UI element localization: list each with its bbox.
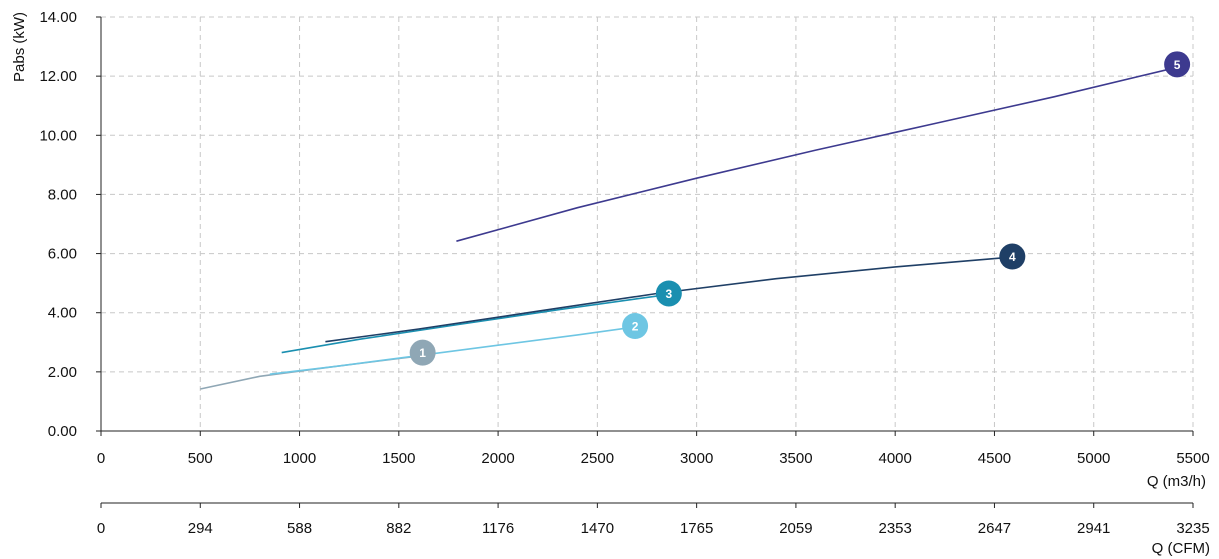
x-tick-label: 2000 xyxy=(481,450,514,467)
x2-tick-label: 882 xyxy=(386,520,411,537)
x2-tick-label: 2647 xyxy=(978,520,1011,537)
y-tick-label: 14.00 xyxy=(39,9,77,26)
x2-tick-label: 0 xyxy=(97,520,105,537)
x-tick-label: 1500 xyxy=(382,450,415,467)
x2-tick-label: 1470 xyxy=(581,520,614,537)
x-tick-label: 1000 xyxy=(283,450,316,467)
y-tick-labels: 0.00 2.00 4.00 6.00 8.00 10.00 12.00 14.00 xyxy=(39,9,77,440)
y-axis-title: Pabs (kW) xyxy=(11,12,28,82)
series-marker-1 xyxy=(409,339,436,366)
x-axis-title: Q (m3/h) xyxy=(1147,473,1206,490)
y-tick-label: 4.00 xyxy=(48,305,77,322)
x-tick-label: 500 xyxy=(188,450,213,467)
y-tick-label: 10.00 xyxy=(39,127,77,144)
x-tick-label: 3000 xyxy=(680,450,713,467)
x2-tick-label: 294 xyxy=(188,520,213,537)
x-tick-label: 2500 xyxy=(581,450,614,467)
x2-tick-labels: 0 294 588 882 1176 1470 1765 2059 2353 2647 2941 32… xyxy=(97,520,1210,537)
series-marker-label-4: 4 xyxy=(1009,250,1016,264)
y-tick-label: 0.00 xyxy=(48,423,77,440)
series-marker-3 xyxy=(655,280,682,307)
x-tick-label: 5000 xyxy=(1077,450,1110,467)
y-tick-label: 6.00 xyxy=(48,246,77,263)
x-tick-label: 3500 xyxy=(779,450,812,467)
x-tick-label: 5500 xyxy=(1176,450,1209,467)
series-marker-2 xyxy=(622,313,649,340)
x-tick-labels: 0 500 1000 1500 2000 2500 3000 3500 4000 4500 5000… xyxy=(97,450,1210,467)
x2-tick-label: 1176 xyxy=(482,520,514,537)
x2-tick-label: 1765 xyxy=(680,520,713,537)
series-marker-4 xyxy=(999,243,1026,270)
x2-tick-label: 3235 xyxy=(1176,520,1209,537)
x2-tick-label: 588 xyxy=(287,520,312,537)
y-tick-label: 12.00 xyxy=(39,68,77,85)
series-marker-label-3: 3 xyxy=(665,287,672,301)
series-marker-label-1: 1 xyxy=(419,346,426,360)
x2-tick-label: 2353 xyxy=(878,520,911,537)
markers-layer: 1 2 3 4 5 xyxy=(409,51,1191,366)
x2-tick-label: 2059 xyxy=(779,520,812,537)
series-layer xyxy=(200,66,1178,390)
series-marker-label-2: 2 xyxy=(632,320,639,334)
grid xyxy=(101,16,1194,431)
series-line-5 xyxy=(456,66,1178,242)
axes xyxy=(96,16,1194,508)
y-tick-label: 8.00 xyxy=(48,186,77,203)
series-marker-label-5: 5 xyxy=(1174,58,1181,72)
x-tick-label: 0 xyxy=(97,450,105,467)
x2-axis-title: Q (CFM) xyxy=(1152,540,1210,557)
series-line-3 xyxy=(281,293,669,354)
series-marker-5 xyxy=(1164,51,1191,78)
x-tick-label: 4000 xyxy=(878,450,911,467)
x2-tick-label: 2941 xyxy=(1077,520,1110,537)
series-line-2 xyxy=(269,326,636,375)
x-tick-label: 4500 xyxy=(978,450,1011,467)
y-tick-label: 2.00 xyxy=(48,364,77,381)
